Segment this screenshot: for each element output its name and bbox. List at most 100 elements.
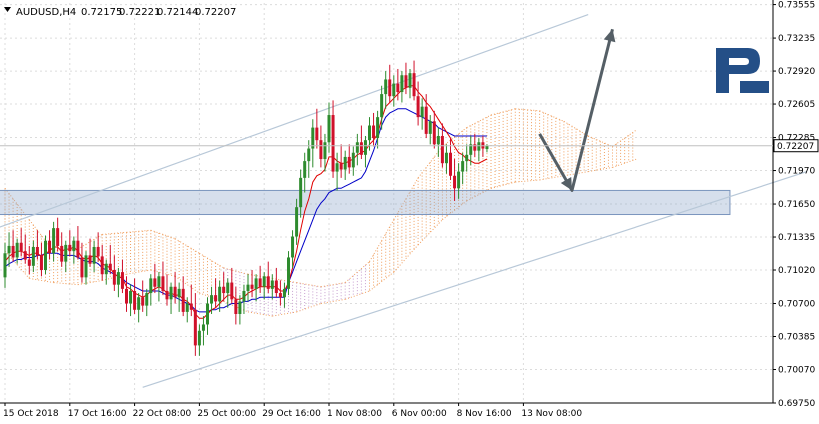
candle-body <box>408 73 412 88</box>
candle-body <box>11 245 15 258</box>
candle <box>246 274 250 302</box>
candle <box>376 110 380 149</box>
candle-body <box>108 263 112 271</box>
candle-body <box>185 303 189 312</box>
candle <box>477 138 481 162</box>
candle-body <box>432 121 436 145</box>
candle-body <box>469 144 473 155</box>
candle-body <box>35 246 39 256</box>
y-tick-label: 0.71020 <box>778 266 815 276</box>
candle <box>31 240 35 273</box>
candle <box>210 286 214 314</box>
candle <box>262 272 266 300</box>
candle-body <box>449 152 452 176</box>
candle-body <box>125 288 128 304</box>
candle <box>408 68 412 99</box>
candle <box>169 282 173 314</box>
candle <box>404 62 408 95</box>
candle-body <box>222 286 226 294</box>
candle-body <box>206 303 209 325</box>
candle-body <box>116 272 120 285</box>
candle <box>234 286 238 325</box>
candle <box>432 110 436 149</box>
candle <box>363 135 367 168</box>
candle <box>270 274 274 300</box>
y-tick-label: 0.70385 <box>778 333 815 343</box>
candle <box>145 288 149 317</box>
candle-body <box>129 290 133 304</box>
senkou-a-edge <box>515 108 540 112</box>
candle-body <box>412 73 416 97</box>
candle-body <box>226 282 230 294</box>
candle <box>282 282 286 308</box>
candle-body <box>19 242 23 252</box>
candle-body <box>347 156 351 168</box>
candle-body <box>416 96 420 118</box>
candle-body <box>258 278 262 287</box>
candle-body <box>177 288 181 298</box>
senkou-b-edge <box>126 269 151 275</box>
candle-body <box>291 236 295 258</box>
senkou-b-edge <box>296 303 322 313</box>
current-price-label: 0.72207 <box>777 142 814 152</box>
senkou-b-edge <box>77 279 103 286</box>
candle-body <box>149 278 153 294</box>
candle-body <box>400 75 404 93</box>
senkou-b-edge <box>442 200 468 221</box>
senkou-b-edge <box>539 175 564 181</box>
candle-body <box>242 290 246 302</box>
candle-body <box>363 140 367 155</box>
senkou-a-edge <box>102 231 127 235</box>
candle-body <box>141 297 145 306</box>
candle-body <box>359 142 363 155</box>
candle-body <box>327 115 331 143</box>
candle <box>392 75 396 107</box>
candle-body <box>457 171 461 189</box>
broker-logo-icon: R <box>716 48 769 93</box>
candle <box>420 98 424 130</box>
candle-body <box>48 240 52 254</box>
candle-body <box>165 290 169 300</box>
candle-body <box>193 309 197 346</box>
chart-header: AUDUSD,H4 0.72175 0.72221 0.72144 0.7220… <box>4 7 236 18</box>
candle-body <box>214 295 218 302</box>
candle-body <box>56 228 60 246</box>
y-tick-label: 0.73555 <box>778 1 815 11</box>
candle <box>104 259 108 285</box>
candle-body <box>420 106 424 118</box>
candle-body <box>218 286 222 302</box>
candle-body <box>197 330 201 346</box>
candle <box>84 251 88 285</box>
candle-body <box>303 161 307 178</box>
candle-body <box>76 240 80 258</box>
candle-body <box>92 246 96 264</box>
candle-body <box>274 280 278 294</box>
candle <box>15 238 19 264</box>
candle-body <box>266 276 270 289</box>
candle <box>149 274 153 306</box>
collapse-triangle-icon[interactable] <box>4 7 11 12</box>
candle <box>214 278 218 308</box>
candle-body <box>307 148 311 162</box>
candle-body <box>319 140 323 160</box>
senkou-b-edge <box>174 275 200 294</box>
senkou-b-edge <box>515 179 540 183</box>
senkou-b-edge <box>320 298 346 305</box>
close-value: 0.72207 <box>195 7 236 18</box>
candle <box>469 135 473 166</box>
y-tick-label: 0.72920 <box>778 67 815 77</box>
candle <box>92 240 96 273</box>
candle <box>315 108 319 149</box>
candle <box>311 119 315 168</box>
low-value: 0.72144 <box>157 7 198 18</box>
candle-body <box>238 301 242 314</box>
candle <box>137 293 141 323</box>
senkou-a-edge <box>442 127 468 147</box>
candle-body <box>343 156 347 170</box>
symbol-label: AUDUSD,H4 <box>16 7 76 18</box>
candle <box>274 267 278 298</box>
candle-body <box>339 163 343 170</box>
candle <box>428 115 432 145</box>
candle <box>412 60 416 101</box>
